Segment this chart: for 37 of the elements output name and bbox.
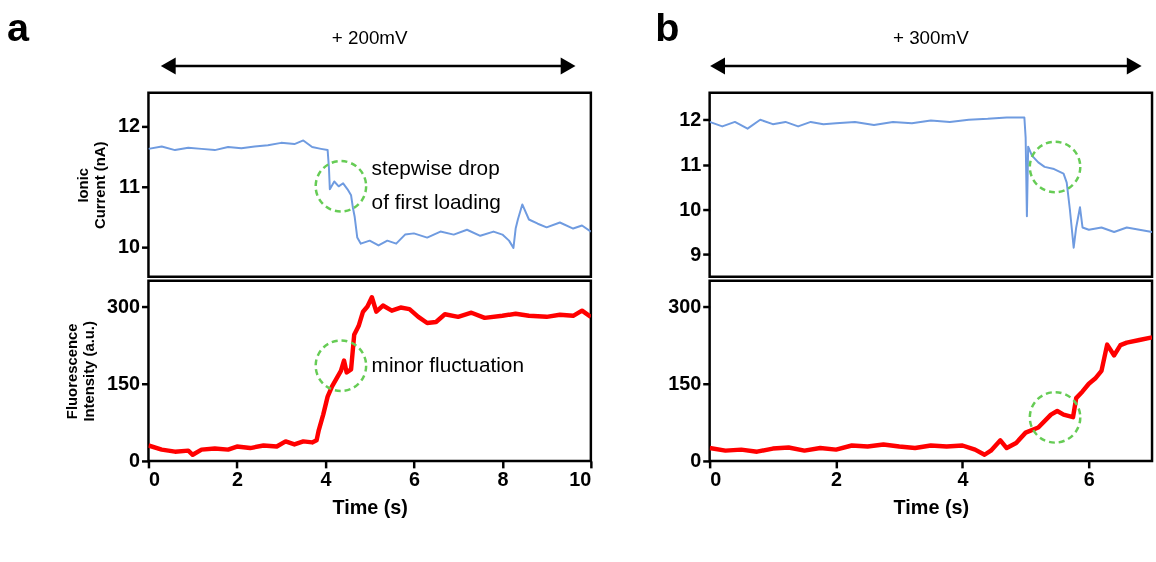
x-tick-label: 2 bbox=[831, 468, 843, 491]
y-tick-label: 9 bbox=[690, 242, 702, 265]
y-tick-label: 300 bbox=[668, 294, 702, 317]
y-tick-label: 11 bbox=[119, 174, 141, 197]
y-tick-label: 150 bbox=[107, 372, 141, 395]
line-series bbox=[709, 335, 1153, 457]
text: a bbox=[6, 5, 30, 50]
x-tick-label: 4 bbox=[320, 468, 332, 491]
y-tick-label: 12 bbox=[118, 114, 141, 137]
y-tick-label: 10 bbox=[679, 197, 702, 220]
y-tick-label: 11 bbox=[680, 153, 702, 176]
line-series bbox=[148, 139, 591, 249]
x-axis-title: Time (s) bbox=[893, 495, 970, 518]
y-axis-title: Ionic Current (nA) bbox=[75, 141, 109, 229]
x-tick-label: 8 bbox=[497, 468, 509, 491]
x-tick-label: 4 bbox=[957, 468, 969, 491]
x-tick-label: 0 bbox=[148, 468, 160, 491]
y-tick-label: 300 bbox=[107, 294, 141, 317]
x-tick-label: 10 bbox=[569, 468, 592, 491]
text: + 300mV bbox=[892, 27, 970, 49]
x-tick-label: 0 bbox=[710, 468, 722, 491]
y-tick-label: 0 bbox=[690, 449, 702, 472]
annotation: stepwise drop of first loading bbox=[371, 156, 501, 214]
y-axis-title: Fluorescence Intensity (a.u.) bbox=[64, 321, 98, 422]
annotation: minor fluctuation bbox=[371, 352, 524, 376]
text: b bbox=[655, 5, 680, 50]
x-tick-label: 2 bbox=[231, 468, 243, 491]
y-tick-label: 150 bbox=[668, 372, 702, 395]
y-tick-label: 12 bbox=[679, 108, 702, 131]
y-tick-label: 10 bbox=[118, 235, 141, 258]
line-series bbox=[148, 295, 591, 457]
text: + 200mV bbox=[331, 27, 408, 49]
x-tick-label: 6 bbox=[1083, 468, 1095, 491]
x-axis-title: Time (s) bbox=[332, 495, 408, 518]
x-tick-label: 6 bbox=[408, 468, 420, 491]
line-series bbox=[709, 116, 1153, 249]
y-tick-label: 0 bbox=[129, 449, 141, 472]
